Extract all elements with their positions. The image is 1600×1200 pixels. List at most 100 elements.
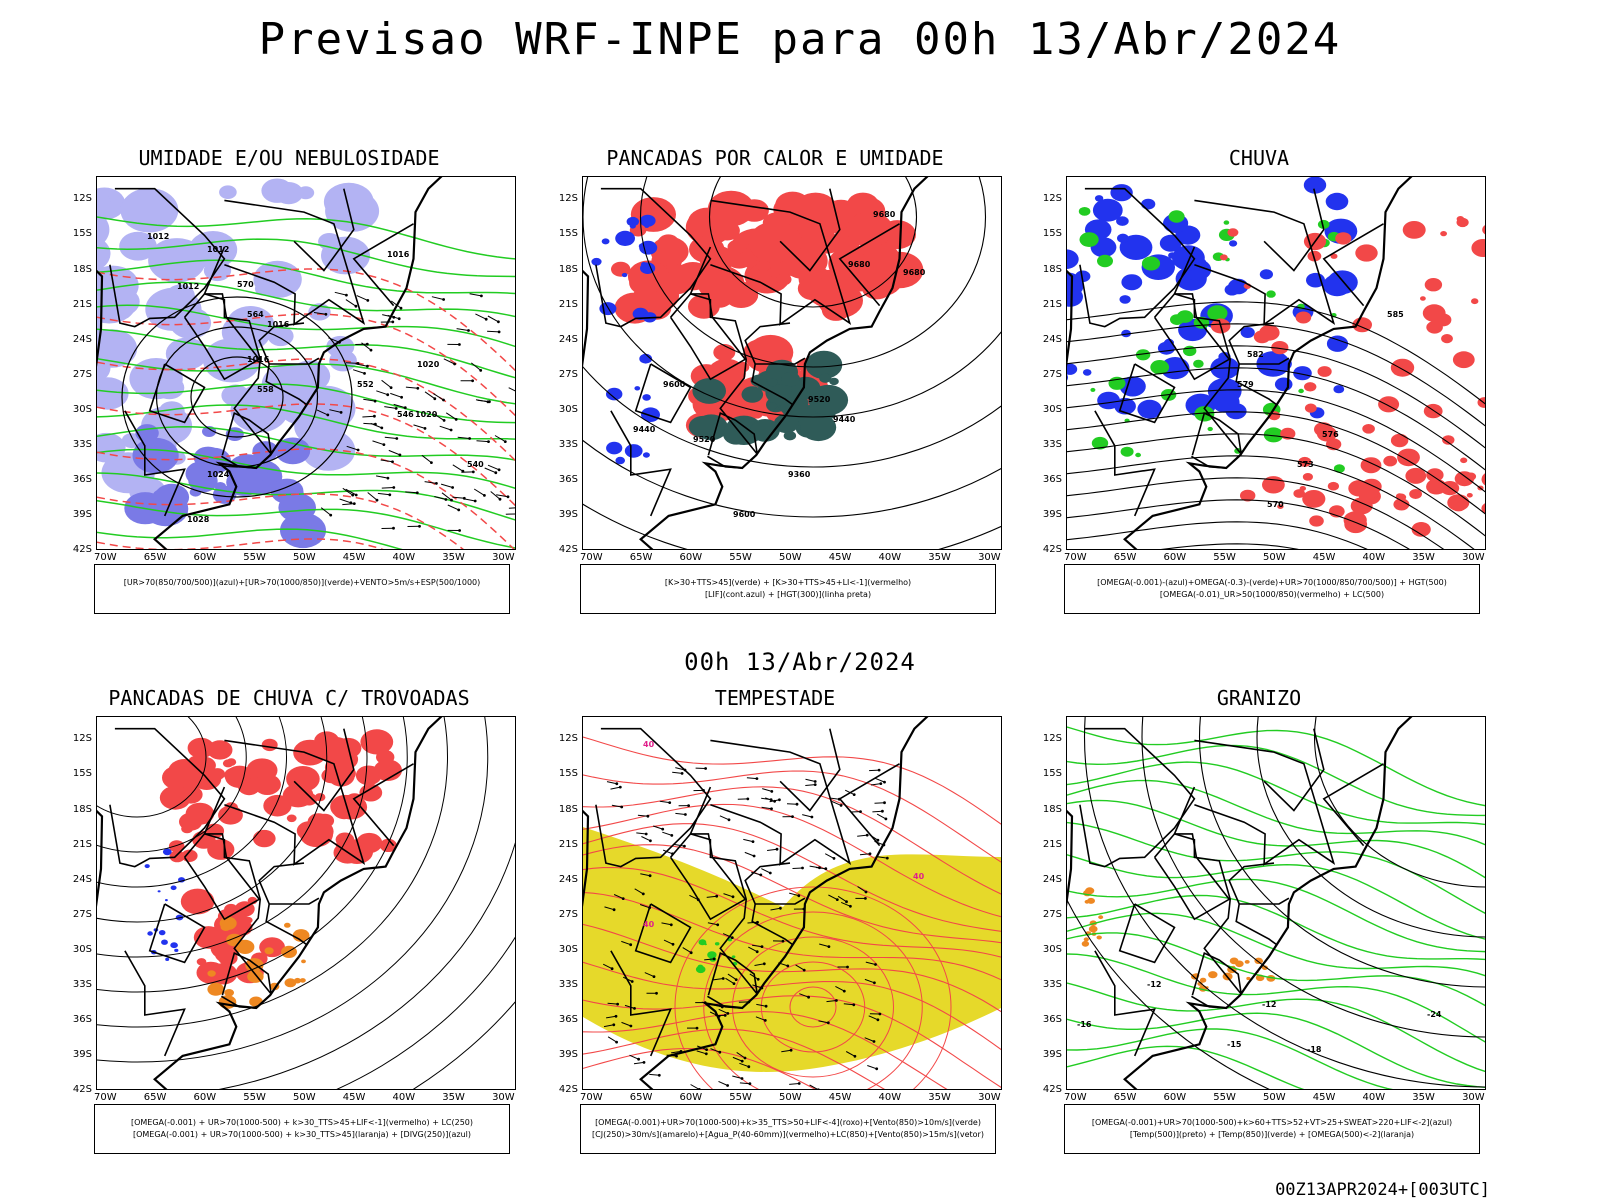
lat-tick-label: 24S xyxy=(558,873,578,885)
contour-line xyxy=(97,528,403,549)
vector-head xyxy=(849,904,852,908)
contour-line xyxy=(1067,1028,1393,1089)
wind-vector xyxy=(363,422,376,425)
field-patch xyxy=(97,211,110,248)
vector-head xyxy=(875,1067,879,1071)
vector-head xyxy=(853,1054,857,1058)
vector-head xyxy=(704,767,707,770)
vector-head xyxy=(779,906,782,910)
field-patch xyxy=(629,223,636,229)
panel-pancadas-calor: PANCADAS POR CALOR E UMIDADE 12S 15S 18S 21S… xyxy=(530,146,1020,614)
country-border xyxy=(710,739,852,866)
country-border xyxy=(1173,786,1242,995)
country-border xyxy=(634,903,692,964)
contour-line xyxy=(190,356,284,438)
field-patch xyxy=(621,272,628,278)
wind-vector xyxy=(457,436,470,439)
field-patch xyxy=(1314,422,1333,437)
wind-vector xyxy=(824,853,835,859)
contour-label: 1016 xyxy=(387,250,410,259)
vector-head xyxy=(484,317,488,321)
contour-line xyxy=(1067,345,1485,449)
wind-vector xyxy=(372,440,385,446)
field-patch xyxy=(329,748,359,771)
vector-head xyxy=(497,330,501,334)
vector-head xyxy=(369,348,373,352)
wind-vector xyxy=(805,778,816,782)
contour-line xyxy=(97,717,368,958)
legend-box: [OMEGA(-0.001)+UR>70(1000-500)+k>35_TTS>… xyxy=(580,1104,996,1154)
map-area: 40 40 40 xyxy=(582,716,1002,1090)
wind-vector xyxy=(672,771,683,774)
vector-head xyxy=(444,498,448,501)
lon-tick-label: 35W xyxy=(928,552,951,563)
country-border xyxy=(1094,410,1156,517)
wind-vector xyxy=(818,1020,829,1024)
field-patch xyxy=(214,482,226,491)
field-patch xyxy=(495,227,497,229)
wind-vector xyxy=(732,1056,743,1062)
field-patch xyxy=(829,377,839,386)
contour-lines xyxy=(1067,717,1485,1089)
contour-lines xyxy=(97,717,515,1089)
lon-tick-label: 60W xyxy=(679,1092,703,1103)
wind-vector xyxy=(487,315,499,323)
wind-vector xyxy=(663,849,673,855)
wind-vector xyxy=(433,393,444,401)
lat-tick-label: 30S xyxy=(558,403,578,415)
contour-line xyxy=(583,736,1001,825)
contour-line xyxy=(1067,367,1485,471)
field-patch xyxy=(1362,424,1375,434)
wind-vector xyxy=(494,435,506,443)
vector-head xyxy=(885,856,889,860)
wind-vector xyxy=(443,358,455,365)
contour-line xyxy=(97,328,515,379)
field-patch xyxy=(1197,981,1203,986)
vector-head xyxy=(365,342,369,346)
vector-head xyxy=(457,508,461,512)
vector-head xyxy=(471,470,475,474)
field-patch xyxy=(330,373,332,375)
contour-line xyxy=(97,717,489,1063)
map-area xyxy=(96,716,516,1090)
field-patch xyxy=(808,384,849,416)
wind-vector xyxy=(370,422,382,429)
country-border xyxy=(124,950,186,1057)
lat-tick-label: 42S xyxy=(558,1084,578,1095)
field-patch xyxy=(293,977,302,984)
field-patch xyxy=(1333,385,1345,394)
field-patch xyxy=(846,211,893,248)
field-patch xyxy=(224,989,234,997)
wind-vector xyxy=(789,1083,800,1085)
field-patch xyxy=(1135,349,1151,361)
panel-granizo: GRANIZO 12S 15S 18S 21S 24S 27S 30S 33S 36S 39S 42S… xyxy=(1014,686,1504,1154)
vector-head xyxy=(375,498,379,502)
country-border xyxy=(1194,199,1336,326)
vector-head xyxy=(392,526,395,530)
wind-vector xyxy=(447,504,459,511)
contour-line xyxy=(1067,854,1485,940)
field-patch xyxy=(1193,359,1204,368)
vector-head xyxy=(770,790,774,793)
field-patch xyxy=(135,424,159,443)
contour-line xyxy=(1067,433,1485,537)
field-patch xyxy=(148,238,206,283)
lon-tick-label: 60W xyxy=(193,1092,217,1103)
contour-label: -12 xyxy=(1147,980,1161,989)
lon-tick-label: 45W xyxy=(342,552,366,563)
vector-head xyxy=(391,320,395,324)
coastline xyxy=(97,717,443,1089)
wind-vector xyxy=(710,1048,720,1053)
lat-tick-label: 36S xyxy=(1042,473,1062,485)
vector-head xyxy=(778,798,781,802)
vector-head xyxy=(839,804,843,807)
lon-tick-label: 70W xyxy=(1063,552,1087,563)
contour-line xyxy=(1141,717,1485,1038)
panel-chuva: CHUVA 12S 15S 18S 21S 24S 27S 30S 33S 36S 39S 42S 70… xyxy=(1014,146,1504,614)
vector-head xyxy=(329,513,333,517)
field-patch xyxy=(263,794,292,817)
country-border xyxy=(1190,993,1242,1009)
field-patch xyxy=(1067,249,1079,269)
field-patch xyxy=(615,456,625,465)
wind-vector xyxy=(434,496,447,500)
